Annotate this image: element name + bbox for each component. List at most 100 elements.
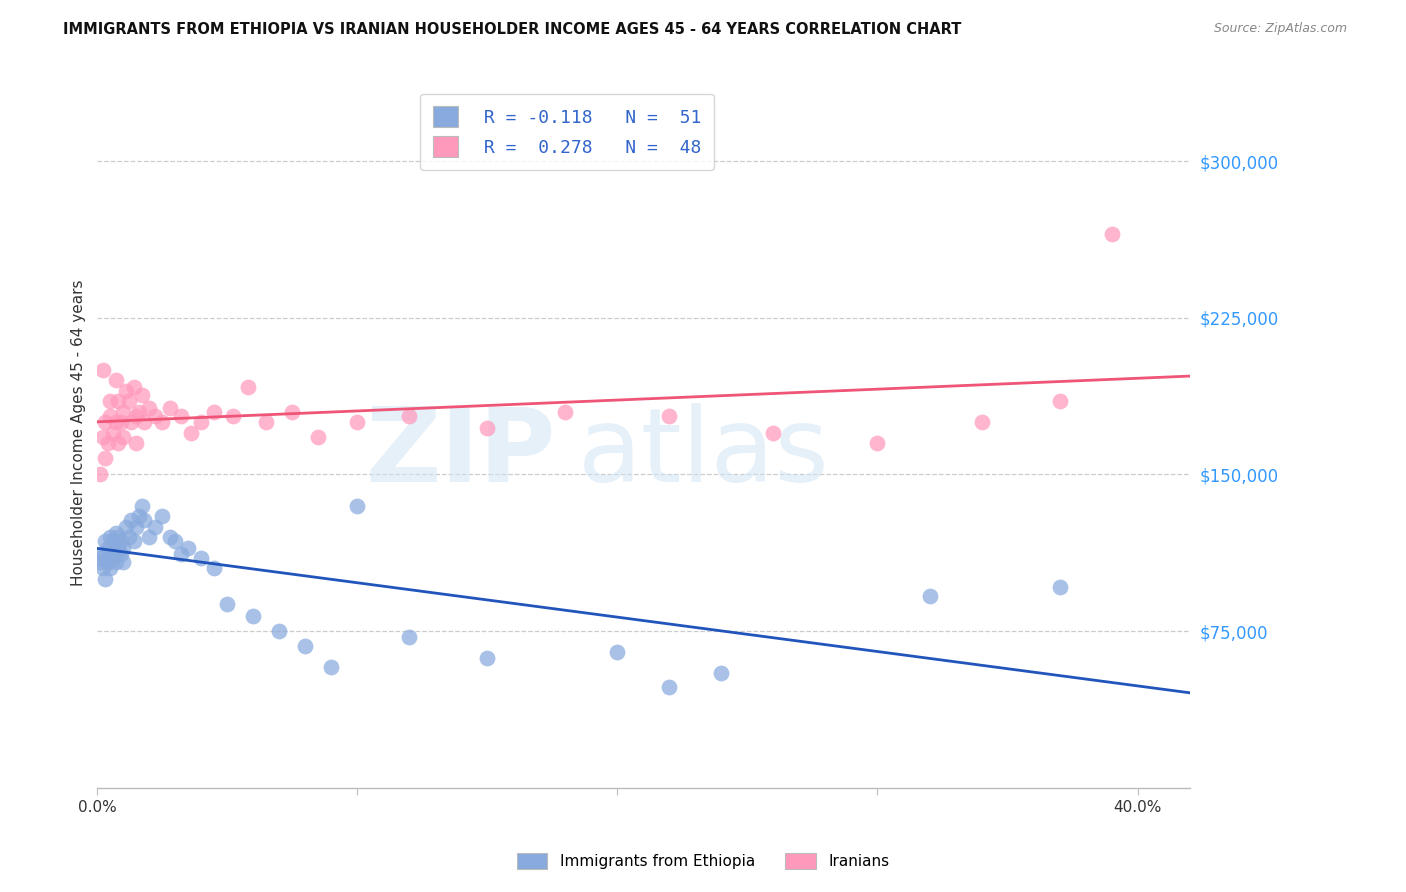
Point (606, 645, 628, 659)
Point (138, 530, 160, 544)
Point (159, 401, 181, 415)
Point (94, 450, 117, 465)
Point (115, 384, 138, 398)
Point (242, 609, 264, 624)
Point (658, 409, 681, 423)
Point (134, 513, 156, 527)
Point (107, 530, 129, 544)
Point (918, 589, 941, 603)
Point (110, 415, 132, 429)
Point (131, 388, 153, 402)
Point (91, 430, 114, 444)
Point (98, 561, 121, 575)
Point (710, 665, 733, 680)
Point (104, 373, 127, 387)
Point (112, 541, 135, 555)
Point (128, 509, 150, 524)
Point (398, 631, 420, 645)
Point (107, 541, 129, 555)
Point (98, 394, 121, 409)
Point (169, 409, 191, 423)
Point (131, 499, 153, 513)
Point (98, 530, 121, 544)
Point (477, 421, 499, 435)
Point (138, 401, 160, 415)
Point (91, 561, 114, 575)
Point (125, 436, 148, 450)
Point (202, 561, 225, 575)
Point (117, 394, 139, 409)
Point (122, 534, 145, 549)
Point (107, 436, 129, 450)
Point (307, 430, 329, 444)
Point (269, 624, 291, 638)
Point (143, 409, 166, 423)
Point (150, 509, 173, 524)
Point (104, 555, 127, 569)
Text: Source: ZipAtlas.com: Source: ZipAtlas.com (1213, 22, 1347, 36)
Point (238, 379, 260, 393)
Point (97, 555, 120, 569)
Point (554, 405, 576, 419)
Point (120, 513, 142, 527)
Point (112, 555, 135, 569)
Point (762, 425, 785, 440)
Point (104, 525, 127, 540)
Point (122, 379, 145, 393)
Point (89, 467, 111, 482)
Point (169, 547, 191, 561)
Point (254, 415, 277, 429)
Point (94, 572, 117, 586)
Legend: Immigrants from Ethiopia, Iranians: Immigrants from Ethiopia, Iranians (510, 847, 896, 875)
Legend:  R = -0.118   N =  51,  R =  0.278   N =  48: R = -0.118 N = 51, R = 0.278 N = 48 (420, 94, 714, 169)
Point (91, 363, 114, 377)
Point (321, 659, 343, 673)
Point (112, 430, 135, 444)
Point (177, 541, 200, 555)
Point (89, 551, 111, 566)
Point (294, 639, 316, 653)
Text: atlas: atlas (578, 403, 830, 504)
Point (104, 415, 127, 429)
Text: ZIP: ZIP (366, 403, 557, 504)
Point (115, 519, 138, 533)
Point (112, 405, 135, 419)
Point (125, 519, 148, 533)
Point (107, 394, 129, 409)
Point (98, 547, 121, 561)
Text: IMMIGRANTS FROM ETHIOPIA VS IRANIAN HOUSEHOLDER INCOME AGES 45 - 64 YEARS CORREL: IMMIGRANTS FROM ETHIOPIA VS IRANIAN HOUS… (63, 22, 962, 37)
Point (159, 530, 181, 544)
Point (190, 551, 212, 566)
Point (1049, 580, 1071, 594)
Point (180, 425, 202, 440)
Point (1049, 394, 1071, 409)
Point (281, 405, 304, 419)
Point (1101, 227, 1123, 241)
Point (101, 425, 124, 440)
Point (94, 415, 117, 429)
Point (190, 415, 212, 429)
Point (221, 409, 243, 423)
Point (150, 415, 173, 429)
Point (97, 541, 120, 555)
Point (346, 415, 368, 429)
Point (117, 530, 139, 544)
Point (89, 555, 111, 569)
Point (110, 547, 132, 561)
Point (91, 547, 114, 561)
Point (658, 681, 681, 695)
Point (346, 499, 368, 513)
Point (110, 534, 132, 549)
Point (125, 409, 148, 423)
Point (165, 534, 187, 549)
Point (120, 415, 142, 429)
Point (128, 405, 150, 419)
Point (134, 415, 156, 429)
Point (143, 519, 166, 533)
Point (970, 415, 993, 429)
Point (101, 534, 124, 549)
Point (866, 436, 889, 450)
Y-axis label: Householder Income Ages 45 - 64 years: Householder Income Ages 45 - 64 years (72, 279, 86, 586)
Point (477, 651, 499, 665)
Point (202, 405, 225, 419)
